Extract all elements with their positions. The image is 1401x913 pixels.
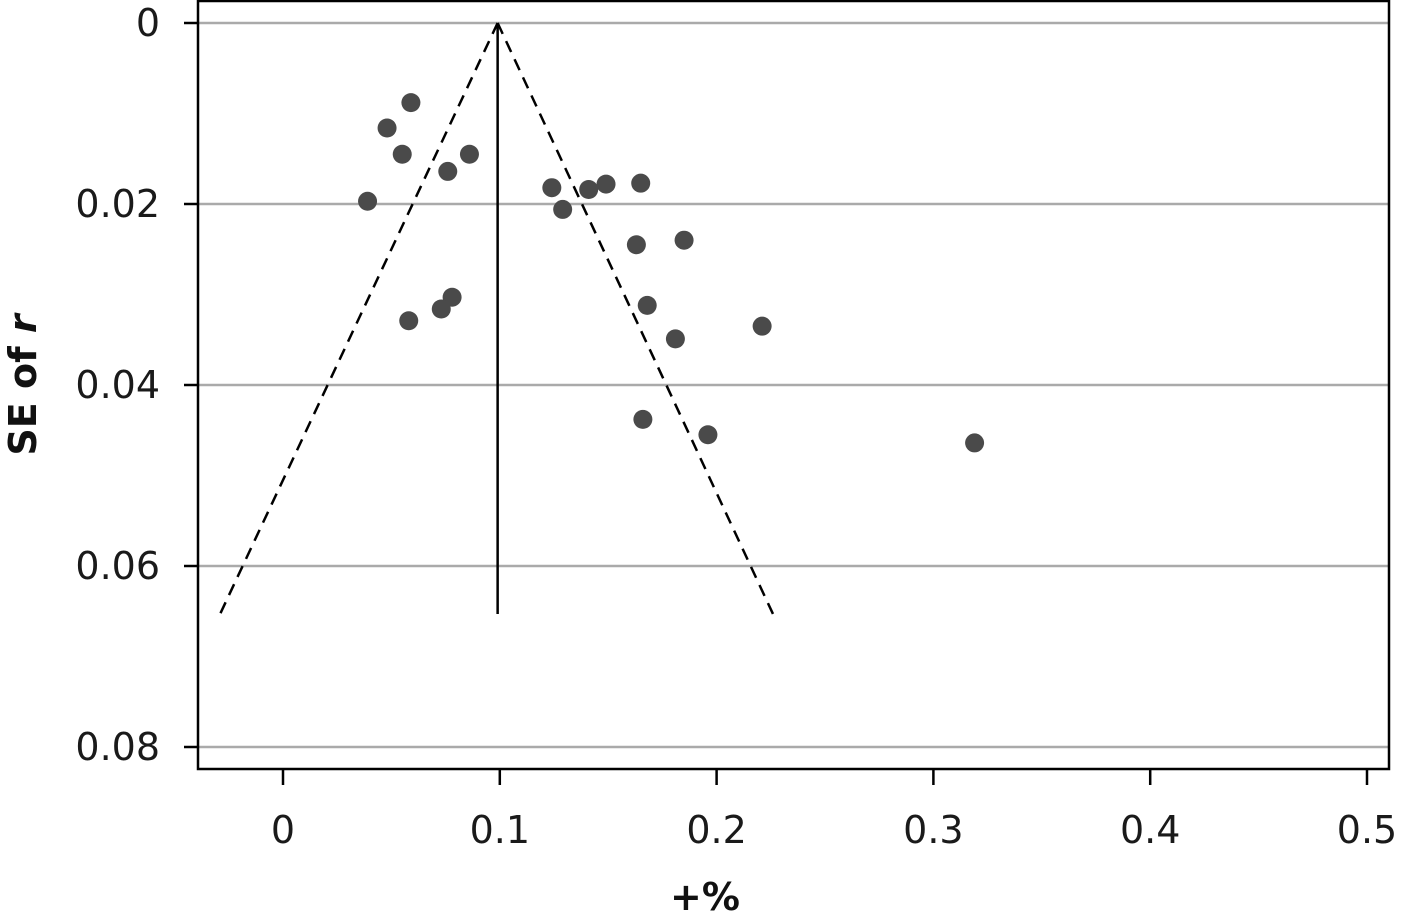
data-point <box>965 433 985 453</box>
data-point <box>553 199 573 219</box>
x-axis-title: +% <box>670 875 740 913</box>
x-tick-label: 0.5 <box>1337 808 1397 852</box>
data-point <box>596 174 616 194</box>
y-tick-label: 0 <box>136 1 160 45</box>
data-point <box>377 118 397 138</box>
data-point <box>674 230 694 250</box>
data-point <box>459 144 479 164</box>
data-point <box>392 144 412 164</box>
data-point <box>401 93 421 113</box>
data-points <box>358 93 985 453</box>
data-point <box>431 299 451 319</box>
y-tick-label: 0.04 <box>75 363 160 407</box>
funnel-left-limit <box>218 22 499 615</box>
x-tick-label: 0.1 <box>470 808 530 852</box>
data-point <box>633 409 653 429</box>
data-point <box>698 425 718 445</box>
data-point <box>399 311 419 331</box>
y-tick-label: 0.06 <box>75 544 160 588</box>
funnel-right-limit <box>496 22 775 615</box>
y-axis-title-part: r <box>1 312 45 333</box>
data-point <box>542 178 562 198</box>
funnel-limits <box>218 22 775 615</box>
axes: 0 0.02 0.04 0.06 0.08 0 0.1 0.2 0.3 0.4 0.5 <box>75 1 1397 852</box>
x-tick-label: 0.3 <box>903 808 963 852</box>
data-point <box>637 295 657 315</box>
data-point <box>626 235 646 255</box>
data-point <box>665 329 685 349</box>
y-axis-title: SE of r <box>1 312 45 455</box>
data-point <box>579 180 599 200</box>
data-point <box>438 161 458 181</box>
data-point <box>752 316 772 336</box>
y-tick-label: 0.02 <box>75 182 160 226</box>
x-tick-label: 0.4 <box>1120 808 1180 852</box>
data-point <box>358 191 378 211</box>
x-tick-label: 0 <box>271 808 295 852</box>
y-tick-label: 0.08 <box>75 725 160 769</box>
data-point <box>631 173 651 193</box>
gridlines <box>198 21 1389 749</box>
x-tick-label: 0.2 <box>686 808 746 852</box>
y-axis-title-part: SE of <box>1 333 45 455</box>
